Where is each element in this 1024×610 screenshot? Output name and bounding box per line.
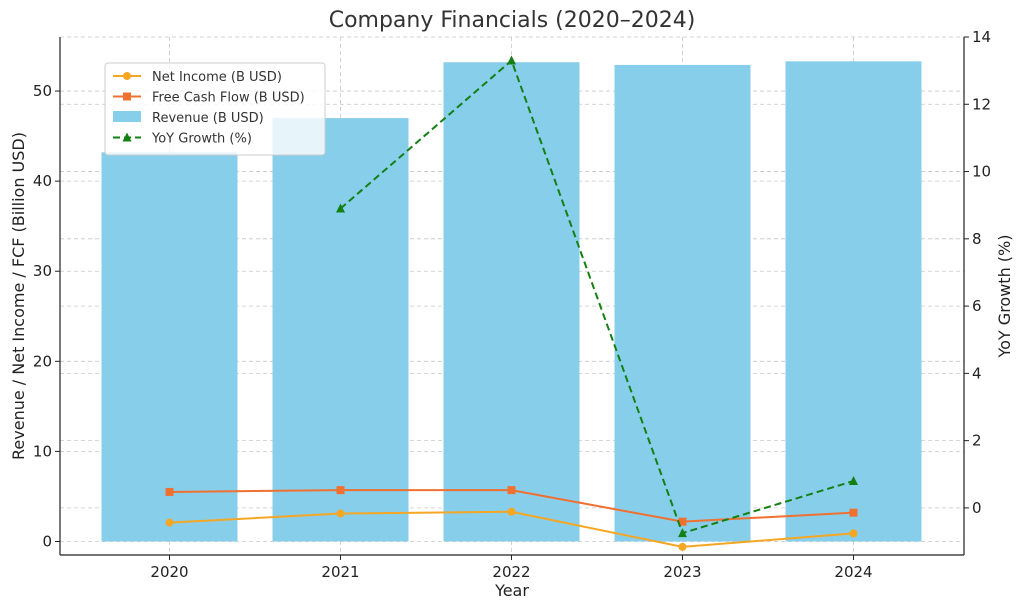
y-tick-label-40: 40 xyxy=(33,172,52,190)
point-net-income-b-usd-2024 xyxy=(849,529,858,538)
y2-tick-label-4: 4 xyxy=(972,364,982,382)
bar-revenue-b-usd-2024 xyxy=(785,61,922,542)
bar-revenue-b-usd-2022 xyxy=(443,62,580,542)
point-yoy-growth-2021 xyxy=(336,203,345,213)
y2-tick-label-6: 6 xyxy=(972,297,982,315)
point-free-cash-flow-b-usd-2022 xyxy=(507,486,516,495)
legend-swatch-revenue-b-usd xyxy=(113,111,141,122)
y-tick-label-20: 20 xyxy=(33,352,52,370)
line-yoy-growth xyxy=(339,58,854,535)
point-free-cash-flow-b-usd-2020 xyxy=(165,487,174,496)
x-tick-label-2020: 2020 xyxy=(150,563,188,581)
point-free-cash-flow-b-usd-2021 xyxy=(336,486,345,495)
bar-revenue-b-usd-2023 xyxy=(614,64,751,542)
y2-tick-label-10: 10 xyxy=(972,163,991,181)
point-free-cash-flow-b-usd-2023 xyxy=(678,517,687,526)
x-axis-label: Year xyxy=(494,581,529,600)
point-net-income-b-usd-2023 xyxy=(678,542,687,551)
legend-marker-yoy-growth xyxy=(122,132,132,142)
y2-tick-label-12: 12 xyxy=(972,95,991,113)
y-axis-label: Revenue / Net Income / FCF (Billion USD) xyxy=(9,132,28,460)
point-yoy-growth-2024 xyxy=(849,476,858,485)
x-tick-label-2021: 2021 xyxy=(321,563,359,581)
x-tick-label-2022: 2022 xyxy=(492,563,530,581)
legend-label-revenue-b-usd: Revenue (B USD) xyxy=(152,111,264,126)
y2-tick-label-0: 0 xyxy=(972,499,982,517)
y-tick-label-50: 50 xyxy=(33,82,52,100)
y-tick-label-10: 10 xyxy=(33,442,52,460)
y2-tick-label-8: 8 xyxy=(972,230,982,248)
y2-tick-label-2: 2 xyxy=(972,432,982,450)
chart-title: Company Financials (2020–2024) xyxy=(329,8,696,33)
legend-label-free-cash-flow-b-usd: Free Cash Flow (B USD) xyxy=(152,91,305,106)
legend-label-yoy-growth: YoY Growth (%) xyxy=(151,132,252,147)
point-yoy-growth-2023 xyxy=(678,528,687,538)
ticks-layer: 2020 2021 2022 2023 2024 0 10 20 30 40 50 0 2 4 6 8 10 12… xyxy=(33,28,991,581)
y2-tick-label-14: 14 xyxy=(972,28,991,46)
bars-layer xyxy=(101,61,922,542)
x-tick-label-2023: 2023 xyxy=(663,563,701,581)
bar-revenue-b-usd-2021 xyxy=(272,118,409,542)
legend-marker-net-income-b-usd xyxy=(123,72,131,80)
bar-revenue-b-usd-2020 xyxy=(101,152,238,542)
legend-marker-free-cash-flow-b-usd xyxy=(123,92,131,101)
point-net-income-b-usd-2021 xyxy=(336,509,345,518)
lines-layer xyxy=(165,55,858,551)
legend-label-net-income-b-usd: Net Income (B USD) xyxy=(152,70,282,85)
y-tick-label-0: 0 xyxy=(42,532,52,550)
point-yoy-growth-2022 xyxy=(507,55,516,65)
legend-box xyxy=(104,62,326,156)
y2-axis-label: YoY Growth (%) xyxy=(995,235,1014,359)
point-free-cash-flow-b-usd-2024 xyxy=(849,508,858,517)
y-tick-label-30: 30 xyxy=(33,262,52,280)
point-net-income-b-usd-2020 xyxy=(165,518,174,527)
legend: Net Income (B USD) Free Cash Flow (B USD)… xyxy=(104,62,326,156)
point-net-income-b-usd-2022 xyxy=(507,507,516,516)
x-tick-label-2024: 2024 xyxy=(834,563,872,581)
